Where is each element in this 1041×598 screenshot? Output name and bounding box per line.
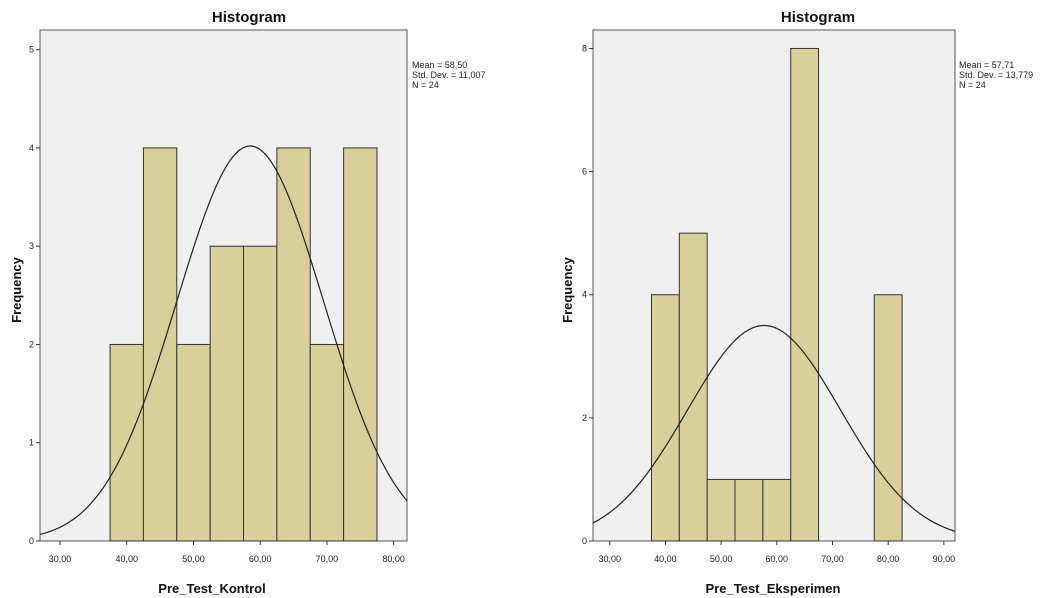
axes-left: 0 1 2 3 4 5 30,00 40,00 50,00 60,00 70,00 80,00 [29, 45, 405, 564]
stat-n-left: N = 24 [412, 80, 439, 90]
histogram-bar [650, 294, 680, 542]
histogram-bar [176, 343, 211, 542]
histogram-bar [873, 294, 903, 542]
y-tick-label: 4 [29, 143, 34, 153]
y-tick-label: 5 [29, 45, 34, 55]
y-tick-label: 3 [29, 241, 34, 251]
x-tick-label: 50,00 [182, 554, 205, 564]
bars-right [650, 47, 903, 542]
x-axis-label-right: Pre_Test_Eksperimen [706, 581, 841, 596]
bars-left [109, 147, 378, 542]
histogram-left: Histogram 0 1 2 3 4 5 30,00 40,00 50,00 60,00 70,0… [9, 9, 485, 596]
histogram-bar [790, 47, 820, 542]
histogram-bar [142, 147, 178, 542]
stat-mean-left: Mean = 58,50 [412, 60, 467, 70]
stat-sd-right: Std. Dev. = 13,779 [959, 70, 1033, 80]
histogram-bar [309, 343, 345, 542]
chart-title-left: Histogram [212, 9, 286, 26]
y-tick-label: 6 [582, 167, 587, 177]
histogram-bar [276, 147, 311, 542]
y-axis-label-left: Frequency [9, 256, 24, 323]
x-tick-label: 30,00 [49, 554, 72, 564]
stat-n-right: N = 24 [959, 80, 986, 90]
y-tick-label: 2 [29, 339, 34, 349]
x-tick-label: 80,00 [877, 554, 900, 564]
histogram-right: Histogram 0 2 4 6 8 30,00 40,00 50,00 60,00 70,00… [560, 9, 1033, 596]
histogram-bar [734, 478, 764, 542]
normal-curve-right [592, 324, 956, 532]
x-tick-label: 80,00 [382, 554, 405, 564]
x-tick-label: 30,00 [598, 554, 621, 564]
x-tick-label: 40,00 [654, 554, 677, 564]
x-tick-label: 90,00 [933, 554, 956, 564]
normal-curve-left [39, 145, 408, 536]
y-tick-label: 4 [582, 290, 587, 300]
chart-title-right: Histogram [781, 9, 855, 26]
histogram-bar [209, 245, 245, 542]
y-tick-label: 0 [582, 536, 587, 546]
histogram-bar [678, 232, 708, 542]
stat-mean-right: Mean = 57,71 [959, 60, 1014, 70]
histogram-bar [343, 147, 378, 542]
y-tick-label: 0 [29, 536, 34, 546]
histogram-bar [706, 478, 736, 542]
stat-sd-left: Std. Dev. = 11,007 [412, 70, 485, 80]
x-tick-label: 40,00 [115, 554, 138, 564]
axes-right: 0 2 4 6 8 30,00 40,00 50,00 60,00 70,00 80,00 90,00 [582, 43, 955, 564]
histogram-bar [762, 478, 792, 542]
y-tick-label: 1 [29, 438, 34, 448]
x-tick-label: 60,00 [249, 554, 272, 564]
y-tick-label: 2 [582, 413, 587, 423]
histogram-bar [109, 343, 144, 542]
x-tick-label: 50,00 [710, 554, 733, 564]
x-axis-label-left: Pre_Test_Kontrol [158, 581, 265, 596]
y-tick-label: 8 [582, 43, 587, 53]
x-tick-label: 60,00 [766, 554, 789, 564]
x-tick-label: 70,00 [821, 554, 844, 564]
y-axis-label-right: Frequency [560, 256, 575, 323]
histogram-bar [243, 245, 278, 542]
x-tick-label: 70,00 [316, 554, 339, 564]
